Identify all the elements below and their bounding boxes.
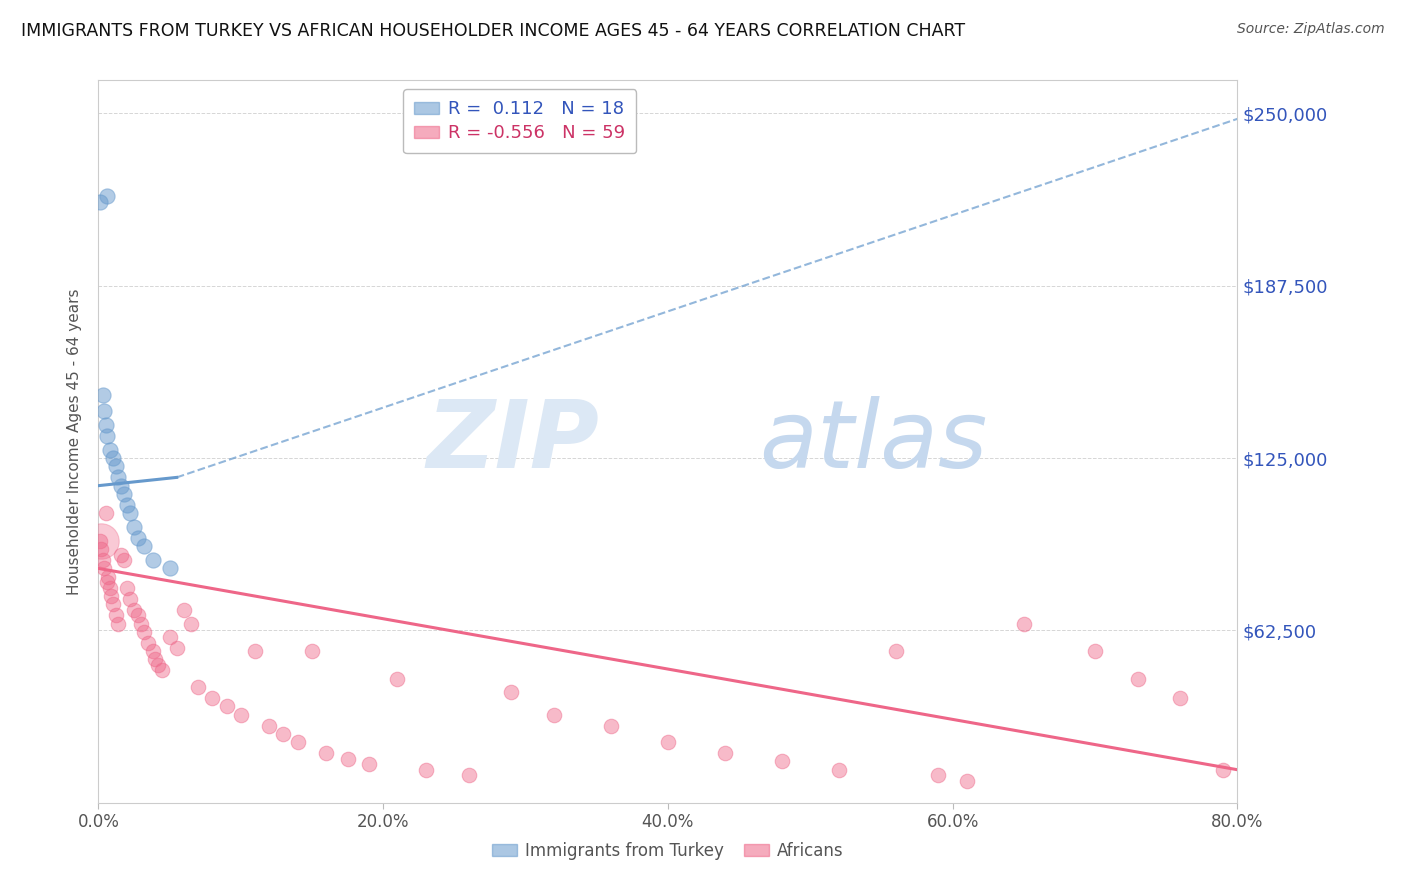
Point: [828, 763, 851, 777]
Point: [956, 773, 979, 788]
Point: [89, 533, 111, 548]
Point: [187, 680, 209, 694]
Point: [89, 194, 111, 209]
Point: [98, 442, 121, 457]
Point: [180, 616, 202, 631]
Point: [273, 727, 295, 741]
Point: [159, 631, 181, 645]
Point: [94, 506, 117, 520]
Point: [714, 746, 737, 760]
Point: [1126, 672, 1149, 686]
Point: [98, 581, 121, 595]
Point: [657, 735, 679, 749]
Point: [1012, 616, 1035, 631]
Y-axis label: Householder Income Ages 45 - 64 years: Householder Income Ages 45 - 64 years: [67, 288, 83, 595]
Point: [159, 561, 181, 575]
Point: [118, 591, 141, 606]
Text: Source: ZipAtlas.com: Source: ZipAtlas.com: [1237, 22, 1385, 37]
Point: [387, 672, 409, 686]
Point: [104, 459, 127, 474]
Point: [145, 652, 167, 666]
Point: [501, 685, 523, 699]
Point: [110, 478, 132, 492]
Point: [96, 575, 118, 590]
Point: [132, 539, 155, 553]
Point: [97, 569, 120, 583]
Point: [152, 664, 174, 678]
Point: [96, 189, 118, 203]
Point: [112, 553, 135, 567]
Point: [101, 597, 124, 611]
Point: [90, 542, 112, 557]
Point: [112, 487, 135, 501]
Point: [90, 533, 112, 548]
Text: ZIP: ZIP: [426, 395, 599, 488]
Point: [1084, 644, 1107, 658]
Point: [301, 644, 323, 658]
Point: [110, 548, 132, 562]
Point: [287, 735, 309, 749]
Point: [770, 755, 793, 769]
Point: [884, 644, 907, 658]
Point: [107, 470, 129, 484]
Point: [357, 757, 380, 772]
Point: [127, 531, 149, 545]
Point: [122, 520, 145, 534]
Point: [148, 657, 170, 672]
Point: [132, 624, 155, 639]
Point: [127, 608, 149, 623]
Point: [93, 561, 115, 575]
Point: [141, 644, 163, 658]
Point: [115, 498, 138, 512]
Point: [229, 707, 252, 722]
Point: [315, 746, 337, 760]
Point: [129, 616, 152, 631]
Point: [215, 699, 238, 714]
Point: [173, 603, 195, 617]
Point: [100, 589, 122, 603]
Point: [201, 691, 224, 706]
Point: [336, 752, 359, 766]
Point: [104, 608, 127, 623]
Point: [136, 636, 159, 650]
Point: [101, 451, 124, 466]
Point: [927, 768, 949, 782]
Point: [543, 707, 565, 722]
Point: [93, 404, 115, 418]
Point: [141, 553, 163, 567]
Text: IMMIGRANTS FROM TURKEY VS AFRICAN HOUSEHOLDER INCOME AGES 45 - 64 YEARS CORRELAT: IMMIGRANTS FROM TURKEY VS AFRICAN HOUSEH…: [21, 22, 965, 40]
Point: [107, 616, 129, 631]
Point: [96, 429, 118, 443]
Point: [118, 506, 141, 520]
Point: [122, 603, 145, 617]
Text: atlas: atlas: [759, 396, 987, 487]
Legend: Immigrants from Turkey, Africans: Immigrants from Turkey, Africans: [485, 836, 851, 867]
Point: [91, 553, 114, 567]
Point: [1170, 691, 1192, 706]
Point: [415, 763, 437, 777]
Point: [600, 718, 623, 732]
Point: [91, 387, 114, 401]
Point: [115, 581, 138, 595]
Point: [259, 718, 281, 732]
Point: [94, 417, 117, 432]
Point: [457, 768, 479, 782]
Point: [166, 641, 188, 656]
Point: [243, 644, 266, 658]
Point: [1212, 763, 1234, 777]
